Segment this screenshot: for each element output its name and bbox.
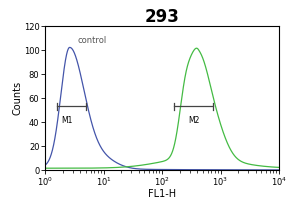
Y-axis label: Counts: Counts (12, 81, 22, 115)
Text: M2: M2 (188, 116, 199, 125)
X-axis label: FL1-H: FL1-H (148, 189, 176, 199)
Text: M1: M1 (61, 116, 73, 125)
Text: control: control (77, 36, 106, 45)
Title: 293: 293 (145, 8, 179, 26)
